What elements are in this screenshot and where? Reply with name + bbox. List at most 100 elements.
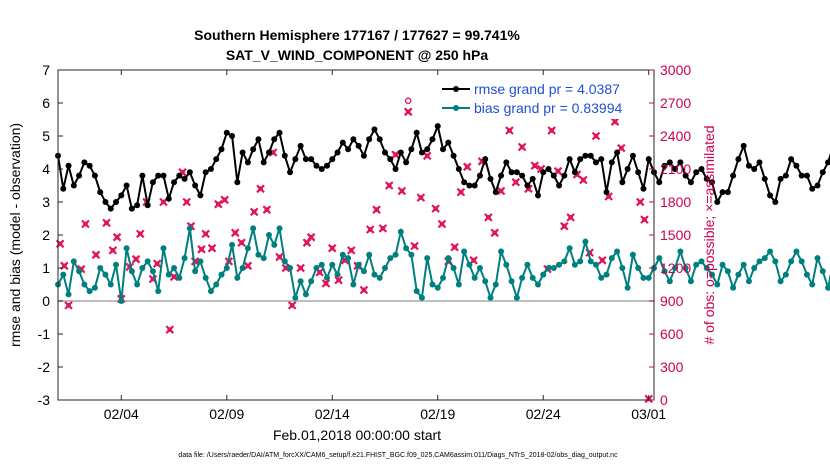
bias-point — [814, 255, 821, 262]
obs-assimilated-point — [484, 213, 493, 222]
bias-point — [171, 265, 178, 271]
bias-point — [740, 261, 747, 268]
y-left-tick-label: -2 — [38, 359, 51, 375]
rmse-point — [592, 159, 599, 166]
rmse-point — [329, 156, 336, 163]
rmse-point — [582, 152, 589, 159]
obs-assimilated-point — [610, 117, 620, 126]
rmse-point — [186, 169, 193, 176]
obs-assimilated-point — [346, 246, 356, 255]
obs-assimilated-point — [490, 228, 499, 238]
bias-point — [745, 278, 752, 285]
rmse-point — [281, 152, 288, 159]
rmse-point — [70, 182, 77, 189]
bias-point — [656, 255, 663, 262]
rmse-point — [793, 162, 800, 169]
bias-point — [476, 265, 483, 271]
rmse-point — [598, 156, 605, 163]
bias-point — [524, 261, 531, 268]
rmse-point — [392, 166, 399, 172]
y-right-tick-label: 900 — [660, 293, 684, 309]
rmse-point — [213, 156, 220, 163]
x-tick-label: 02/09 — [209, 406, 244, 422]
obs-assimilated-point — [591, 131, 601, 141]
rmse-point — [408, 146, 415, 153]
rmse-point — [730, 172, 737, 179]
y-right-tick-label: 0 — [660, 392, 668, 408]
y-right-tick-label: 2100 — [660, 161, 691, 177]
rmse-point — [709, 179, 716, 186]
rmse-point — [482, 156, 489, 163]
bias-point — [218, 271, 225, 278]
bias-point — [698, 258, 705, 265]
x-tick-label: 02/14 — [315, 406, 350, 422]
bias-point — [318, 261, 325, 268]
bias-point — [608, 255, 615, 262]
bias-point — [777, 278, 784, 285]
bias-point — [149, 268, 156, 275]
rmse-point — [440, 146, 447, 153]
rmse-point — [276, 129, 283, 136]
bias-point — [155, 288, 162, 295]
bias-point — [803, 271, 810, 278]
rmse-point — [645, 156, 652, 163]
bias-point — [503, 261, 510, 268]
rmse-point — [149, 179, 156, 186]
x-tick-label: 02/04 — [104, 406, 139, 422]
obs-assimilated-point — [131, 254, 141, 264]
rmse-point — [229, 133, 236, 139]
bias-point — [666, 278, 673, 285]
bias-point — [192, 268, 199, 275]
bias-point — [424, 255, 431, 262]
bias-point — [798, 258, 805, 265]
obs-assimilated-point — [237, 238, 246, 247]
rmse-point — [313, 162, 320, 169]
bias-point — [186, 225, 193, 232]
rmse-point — [487, 175, 494, 182]
bias-point — [397, 228, 404, 235]
rmse-point — [128, 205, 135, 212]
rmse-point — [782, 172, 789, 179]
obs-assimilated-point — [450, 242, 459, 252]
bias-point — [703, 265, 710, 271]
bias-point — [213, 281, 220, 288]
rmse-point — [134, 202, 141, 209]
bias-point — [207, 288, 214, 295]
rmse-point — [355, 142, 362, 149]
bias-point — [756, 258, 763, 265]
bias-point — [102, 271, 109, 278]
obs-assimilated-point — [220, 195, 229, 205]
legend-rmse-marker — [453, 86, 459, 92]
obs-assimilated-point — [275, 252, 284, 262]
rmse-point — [97, 189, 104, 196]
bias-point — [719, 261, 726, 268]
bias-point — [181, 255, 188, 262]
bias-point — [788, 258, 795, 265]
bias-point — [693, 261, 700, 268]
plot-area — [58, 70, 654, 400]
rmse-point — [498, 172, 505, 179]
rmse-point — [376, 136, 383, 143]
obs-assimilated-point — [403, 107, 413, 117]
rmse-point — [197, 192, 204, 199]
obs-assimilated-point — [372, 205, 381, 214]
rmse-point — [635, 169, 642, 176]
obs-assimilated-point — [262, 205, 272, 214]
rmse-point — [418, 149, 425, 156]
rmse-point — [434, 123, 441, 130]
rmse-point — [571, 169, 578, 176]
bias-point — [297, 278, 304, 285]
rmse-point — [719, 189, 726, 196]
y-right-tick-label: 2700 — [660, 95, 691, 111]
rmse-point — [714, 199, 721, 205]
y-left-tick-label: 6 — [42, 95, 50, 111]
rmse-point — [160, 172, 167, 179]
y-left-tick-label: 7 — [42, 62, 50, 78]
y-right-tick-label: 2400 — [660, 128, 691, 144]
rmse-point — [234, 179, 241, 186]
bias-point — [408, 251, 415, 258]
bias-point — [160, 245, 167, 252]
bias-point — [587, 258, 594, 265]
bias-point — [619, 265, 626, 271]
legend-rmse-label: rmse grand pr = 4.0387 — [474, 81, 620, 97]
